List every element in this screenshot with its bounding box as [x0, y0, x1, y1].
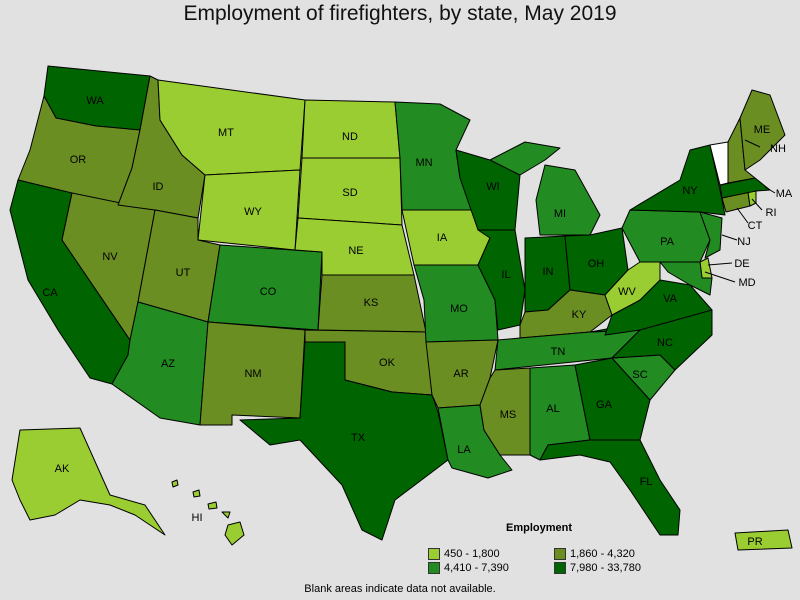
legend-swatch-1 — [428, 548, 440, 560]
label-tn: TN — [551, 346, 566, 358]
label-id: ID — [153, 181, 164, 193]
label-de: DE — [734, 258, 749, 270]
legend-item-3: 4,410 - 7,390 — [428, 562, 509, 574]
label-mt: MT — [218, 127, 234, 139]
label-ar: AR — [453, 368, 468, 380]
label-wi: WI — [486, 181, 499, 193]
label-la: LA — [457, 444, 471, 456]
label-va: VA — [663, 293, 678, 305]
label-fl: FL — [640, 476, 653, 488]
label-al: AL — [546, 403, 559, 415]
label-tx: TX — [351, 432, 366, 444]
label-ne: NE — [348, 245, 363, 257]
state-nh[interactable] — [727, 117, 756, 184]
label-ks: KS — [364, 297, 379, 309]
legend-label-1: 450 - 1,800 — [444, 548, 500, 560]
label-wv: WV — [618, 286, 636, 298]
state-tx[interactable] — [239, 341, 449, 541]
label-in: IN — [543, 266, 554, 278]
legend-label-3: 4,410 - 7,390 — [444, 562, 509, 574]
legend-label-4: 7,980 - 33,780 — [570, 562, 641, 574]
label-hi: HI — [192, 512, 203, 524]
state-me[interactable] — [739, 89, 786, 171]
label-nv: NV — [102, 251, 118, 263]
label-mo: MO — [450, 303, 468, 315]
label-nh: NH — [770, 143, 786, 155]
label-pr: PR — [747, 536, 762, 548]
label-sc: SC — [632, 369, 647, 381]
legend-item-4: 7,980 - 33,780 — [554, 562, 641, 574]
label-wa: WA — [86, 95, 104, 107]
footnote: Blank areas indicate data not available. — [304, 583, 496, 595]
label-ca: CA — [42, 287, 58, 299]
label-ky: KY — [572, 309, 587, 321]
label-nc: NC — [657, 337, 673, 349]
label-co: CO — [260, 286, 277, 298]
legend-label-2: 1,860 - 4,320 — [570, 548, 635, 560]
legend-swatch-2 — [554, 548, 566, 560]
legend-item-2: 1,860 - 4,320 — [554, 548, 635, 560]
state-ak[interactable] — [11, 427, 166, 536]
label-pa: PA — [660, 236, 675, 248]
state-nc[interactable] — [589, 309, 713, 371]
state-ga[interactable] — [574, 357, 651, 441]
state-nd[interactable] — [301, 99, 401, 159]
label-il: IL — [501, 269, 510, 281]
legend-swatch-3 — [428, 562, 440, 574]
legend-title: Employment — [506, 522, 573, 534]
state-nj[interactable] — [699, 211, 723, 259]
state-md[interactable] — [659, 261, 713, 296]
label-mn: MN — [415, 157, 432, 169]
legend-item-1: 450 - 1,800 — [428, 548, 500, 560]
label-md: MD — [738, 277, 755, 289]
label-ma: MA — [776, 188, 793, 200]
state-ny[interactable] — [629, 144, 726, 216]
label-ut: UT — [176, 267, 191, 279]
label-ok: OK — [379, 357, 396, 369]
state-hi[interactable] — [171, 479, 245, 546]
label-ms: MS — [500, 409, 517, 421]
label-sd: SD — [342, 187, 357, 199]
label-ak: AK — [55, 463, 70, 475]
label-me: ME — [754, 124, 771, 136]
label-nd: ND — [342, 131, 358, 143]
label-ga: GA — [596, 399, 613, 411]
label-wy: WY — [244, 206, 262, 218]
state-ri[interactable] — [747, 190, 757, 207]
label-oh: OH — [588, 258, 605, 270]
label-az: AZ — [161, 358, 175, 370]
map-title: Employment of firefighters, by state, Ma… — [183, 2, 617, 25]
legend-swatch-4 — [554, 562, 566, 574]
label-ri: RI — [766, 207, 777, 219]
label-ny: NY — [682, 185, 698, 197]
state-il[interactable] — [477, 229, 526, 331]
label-ct: CT — [748, 220, 763, 232]
label-ia: IA — [437, 232, 448, 244]
leader-lines — [704, 139, 776, 283]
state-pr[interactable] — [734, 529, 793, 551]
state-fl[interactable] — [539, 439, 681, 536]
label-nj: NJ — [737, 236, 750, 248]
label-mi: MI — [554, 208, 566, 220]
label-or: OR — [70, 154, 87, 166]
label-nm: NM — [244, 368, 261, 380]
